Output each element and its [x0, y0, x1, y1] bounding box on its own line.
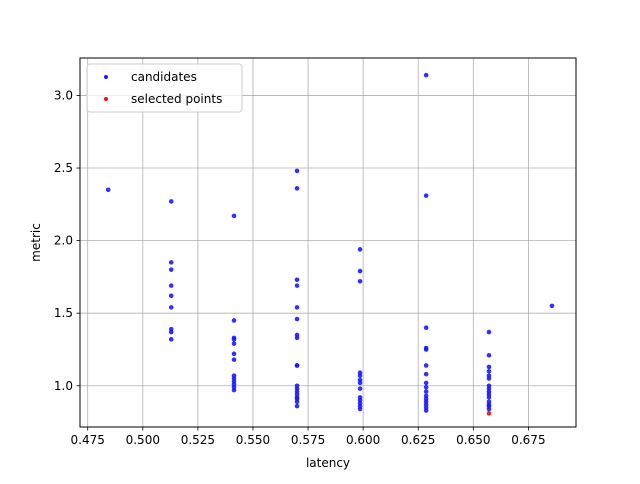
- candidate-point: [294, 186, 300, 191]
- x-tick-label: 0.650: [456, 433, 490, 447]
- candidate-point: [549, 303, 555, 309]
- candidate-point: [486, 395, 492, 400]
- y-tick-label: 3.0: [54, 88, 73, 102]
- candidate-point: [357, 406, 363, 412]
- candidate-point: [294, 316, 300, 322]
- candidate-point: [168, 283, 174, 288]
- candidate-point: [423, 408, 429, 413]
- x-tick-label: 0.575: [291, 433, 325, 447]
- y-tick-label: 2.5: [54, 161, 73, 175]
- x-tick-label: 0.475: [71, 433, 105, 447]
- candidate-point: [357, 278, 363, 284]
- candidate-point: [168, 329, 174, 335]
- y-axis-label: metric: [29, 223, 43, 262]
- y-tick-label: 2.0: [54, 234, 73, 248]
- x-tick-label: 0.600: [346, 433, 380, 447]
- selected-point: [486, 411, 492, 416]
- candidate-point: [423, 347, 429, 352]
- candidate-point: [294, 399, 300, 405]
- candidate-point: [423, 193, 429, 198]
- candidate-point: [486, 406, 492, 412]
- legend-label-selected-points: selected points: [131, 92, 222, 106]
- candidate-point: [168, 267, 174, 272]
- candidate-point: [294, 363, 300, 368]
- candidate-point: [294, 335, 300, 341]
- legend-marker-selected-points: [104, 97, 108, 101]
- x-tick-label: 0.625: [401, 433, 435, 447]
- candidate-point: [231, 318, 237, 323]
- candidate-point: [423, 389, 429, 394]
- candidate-point: [423, 363, 429, 368]
- x-tick-label: 0.675: [511, 433, 545, 447]
- candidate-point: [486, 368, 492, 374]
- plot-area-frame: [79, 57, 577, 428]
- candidate-point: [168, 260, 174, 265]
- candidate-point: [294, 277, 300, 283]
- x-tick-label: 0.500: [126, 433, 160, 447]
- candidate-point: [486, 376, 492, 381]
- x-axis: 0.475 0.500 0.525 0.550 0.575 0.600 0.625 0.650…: [71, 427, 546, 447]
- candidate-point: [423, 72, 429, 78]
- legend-label-candidates: candidates: [131, 70, 197, 84]
- candidate-point: [423, 380, 429, 386]
- candidate-point: [294, 305, 300, 310]
- candidate-point: [168, 305, 174, 310]
- x-tick-label: 0.550: [236, 433, 270, 447]
- candidate-point: [294, 283, 300, 288]
- x-axis-label: latency: [306, 456, 350, 470]
- x-tick-label: 0.525: [181, 433, 215, 447]
- y-tick-label: 1.5: [54, 306, 73, 320]
- candidate-point: [357, 373, 363, 378]
- candidate-point: [231, 351, 237, 357]
- candidate-point: [168, 199, 174, 204]
- candidate-point: [294, 168, 300, 174]
- candidate-point: [231, 213, 237, 219]
- candidate-point: [231, 341, 237, 346]
- candidate-point: [168, 337, 174, 342]
- y-axis: 1.0 1.5 2.0 2.5 3.0: [54, 88, 80, 393]
- candidate-point: [486, 352, 492, 358]
- candidate-point: [231, 387, 237, 393]
- data-points: [105, 72, 555, 416]
- candidate-point: [105, 187, 111, 193]
- candidate-point: [231, 357, 237, 362]
- grid: [80, 58, 576, 427]
- legend-marker-candidates: [104, 75, 108, 79]
- candidate-point: [357, 380, 363, 386]
- y-tick-label: 1.0: [54, 379, 73, 393]
- candidate-point: [423, 325, 429, 331]
- candidate-point: [423, 384, 429, 390]
- candidate-point: [357, 268, 363, 274]
- legend-box: [86, 63, 243, 113]
- legend: candidates selected points: [86, 63, 243, 113]
- candidate-point: [168, 293, 174, 299]
- candidate-point: [294, 403, 300, 409]
- candidate-point: [486, 329, 492, 335]
- candidate-point: [357, 386, 363, 391]
- candidate-point: [231, 337, 237, 342]
- candidate-point: [486, 364, 492, 370]
- candidate-point: [357, 247, 363, 252]
- candidate-point: [423, 371, 429, 377]
